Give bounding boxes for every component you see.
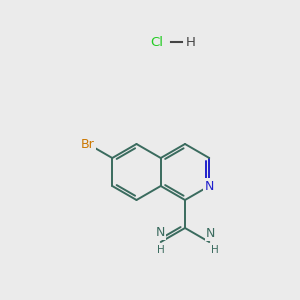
Text: H: H xyxy=(157,245,165,255)
Text: Br: Br xyxy=(81,137,95,151)
Text: N: N xyxy=(156,226,165,239)
Text: H: H xyxy=(211,245,219,255)
Text: H: H xyxy=(186,35,196,49)
Text: N: N xyxy=(206,227,215,240)
Text: N: N xyxy=(205,179,214,193)
Text: Cl: Cl xyxy=(150,35,163,49)
